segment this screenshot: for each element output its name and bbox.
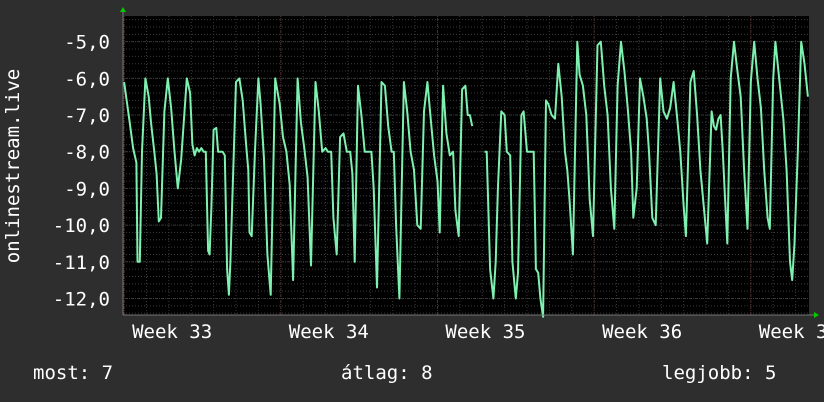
y-axis-arrow bbox=[120, 7, 126, 12]
series-line bbox=[123, 77, 474, 300]
current-value-label: most: 7 bbox=[33, 362, 114, 384]
axes bbox=[120, 7, 819, 318]
y-tick-label: -6,0 bbox=[64, 68, 110, 90]
x-tick-label: Week 36 bbox=[602, 321, 682, 343]
y-tick-label: -12,0 bbox=[53, 288, 110, 310]
series-line bbox=[484, 40, 809, 318]
x-tick-label: Week 34 bbox=[289, 321, 369, 343]
x-tick-label: Week 35 bbox=[445, 321, 525, 343]
plot-area bbox=[123, 16, 809, 315]
y-tick-label: -8,0 bbox=[64, 142, 110, 164]
y-axis-label: onlinestream.live bbox=[2, 69, 24, 263]
best-value-label: legjobb: 5 bbox=[662, 362, 777, 384]
x-axis-arrow bbox=[814, 312, 819, 318]
y-tick-label: -7,0 bbox=[64, 105, 110, 127]
average-value-label: átlag: 8 bbox=[341, 362, 433, 384]
x-tick-label: Week 37 bbox=[759, 321, 824, 343]
y-tick-label: -9,0 bbox=[64, 178, 110, 200]
x-tick-label: Week 33 bbox=[132, 321, 212, 343]
y-tick-labels: -5,0 -6,0 -7,0 -8,0 -9,0 -10,0 -11,0 -12,0 bbox=[53, 32, 110, 311]
y-tick-label: -5,0 bbox=[64, 32, 110, 54]
series-layer bbox=[123, 40, 809, 318]
x-tick-labels: Week 33 Week 34 Week 35 Week 36 Week 37 bbox=[132, 321, 824, 343]
y-tick-label: -11,0 bbox=[53, 252, 110, 274]
y-tick-label: -10,0 bbox=[53, 215, 110, 237]
